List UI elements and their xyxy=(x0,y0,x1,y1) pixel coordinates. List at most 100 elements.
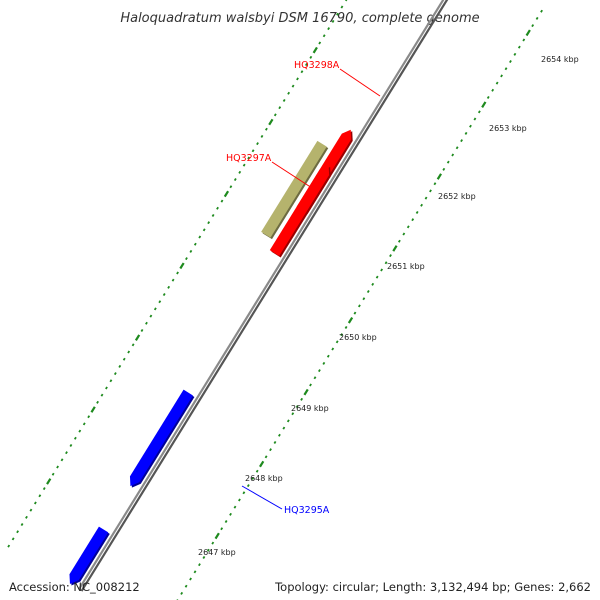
tick-mark xyxy=(224,520,228,524)
tick-mark xyxy=(90,406,96,413)
tick-mark xyxy=(309,383,312,387)
tick-mark xyxy=(238,170,242,174)
tick-mark xyxy=(495,81,499,85)
tick-mark xyxy=(295,405,299,409)
tick-mark xyxy=(82,422,86,426)
tick-mark xyxy=(436,173,442,180)
tick-mark xyxy=(131,343,135,347)
tick-mark xyxy=(140,328,144,332)
tick-mark xyxy=(344,325,348,329)
tick-mark xyxy=(122,357,126,361)
tick-mark xyxy=(105,386,108,390)
tick-mark xyxy=(260,134,264,138)
tick-mark xyxy=(180,591,184,595)
tick-mark xyxy=(291,84,295,88)
tick-mark xyxy=(233,178,237,182)
tick-mark xyxy=(167,285,171,289)
tick-mark xyxy=(206,548,210,552)
tick-mark xyxy=(149,314,153,318)
tick-mark xyxy=(327,27,331,31)
gene-hq3295a xyxy=(129,389,193,487)
tick-mark xyxy=(273,440,277,444)
tick-mark xyxy=(46,478,52,485)
gene-features xyxy=(69,129,353,586)
tick-mark xyxy=(184,584,188,588)
tick-mark xyxy=(42,487,46,491)
tick-mark xyxy=(486,95,490,99)
tick-mark xyxy=(362,297,366,301)
tick-mark xyxy=(411,218,415,222)
tick-mark xyxy=(265,127,268,131)
tick-mark xyxy=(211,213,215,217)
tick-mark xyxy=(246,484,250,488)
tick-mark xyxy=(318,369,321,373)
tick-mark xyxy=(525,29,531,37)
backbone-line xyxy=(77,0,445,590)
tick-mark xyxy=(318,41,322,45)
tick-mark xyxy=(193,570,197,574)
tick-mark xyxy=(300,70,304,74)
tick-mark xyxy=(357,304,361,308)
tick-mark xyxy=(384,261,388,265)
tick-mark xyxy=(309,55,313,59)
tick-mark xyxy=(233,505,237,509)
tick-mark xyxy=(251,476,255,480)
tick-mark xyxy=(340,5,344,9)
tick-mark xyxy=(242,491,246,495)
tick-mark xyxy=(287,91,291,95)
tick-mark xyxy=(353,311,357,315)
tick-mark xyxy=(251,149,255,153)
tick-mark xyxy=(229,512,232,516)
tick-mark xyxy=(303,388,309,396)
tick-mark xyxy=(477,110,481,114)
tick-mark xyxy=(322,361,326,365)
tick-mark xyxy=(20,523,24,527)
tick-mark xyxy=(455,146,459,150)
tick-mark xyxy=(60,458,64,462)
tick-mark xyxy=(312,46,318,54)
gene-label-hq3298a: HQ3298A xyxy=(294,60,340,71)
tick-mark xyxy=(223,190,230,198)
kbp-label: 2652 kbp xyxy=(438,192,476,201)
tick-mark xyxy=(291,412,295,416)
tick-mark xyxy=(87,415,91,419)
tick-mark xyxy=(397,239,401,243)
tick-mark xyxy=(118,364,122,368)
tick-mark xyxy=(304,63,308,67)
tick-mark xyxy=(202,555,206,559)
tick-mark xyxy=(7,544,11,548)
tick-mark xyxy=(464,131,468,135)
tick-mark xyxy=(78,429,82,433)
kbp-label: 2650 kbp xyxy=(339,333,377,342)
tick-mark xyxy=(504,67,508,71)
tick-mark xyxy=(331,347,335,351)
tick-mark xyxy=(522,38,526,42)
tick-mark xyxy=(238,498,241,502)
tick-mark xyxy=(198,235,202,239)
kbp-label: 2651 kbp xyxy=(387,262,425,271)
tick-mark xyxy=(220,199,224,203)
tick-mark xyxy=(189,249,193,253)
tick-mark xyxy=(278,106,282,110)
tick-mark xyxy=(247,156,251,160)
tick-mark xyxy=(11,537,15,541)
tick-mark xyxy=(158,300,162,304)
kbp-label: 2648 kbp xyxy=(245,474,283,483)
tick-mark xyxy=(189,577,192,581)
tick-mark xyxy=(229,185,233,189)
tick-mark xyxy=(406,225,410,229)
gene-hq3297a xyxy=(269,165,330,256)
tick-mark xyxy=(127,350,131,354)
tick-mark xyxy=(442,167,446,171)
gene-label-hq3297a: HQ3297A xyxy=(226,153,272,164)
tick-mark xyxy=(96,400,99,404)
tick-mark xyxy=(336,12,339,16)
tick-mark xyxy=(375,275,379,279)
tick-mark xyxy=(38,494,42,498)
tick-mark xyxy=(33,501,37,505)
tick-mark xyxy=(242,163,246,167)
tick-mark xyxy=(282,426,286,430)
tick-mark xyxy=(531,24,535,28)
tick-mark xyxy=(29,508,33,512)
